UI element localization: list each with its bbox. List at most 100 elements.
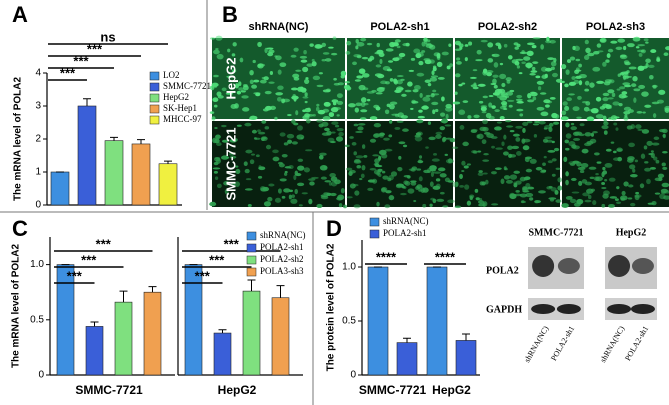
- cell-spot: [499, 73, 507, 80]
- cell-spot: [429, 165, 437, 171]
- panel-letter: D: [326, 216, 342, 241]
- legend-swatch: [149, 93, 160, 103]
- cell-spot: [375, 106, 381, 111]
- cell-spot: [417, 160, 424, 164]
- cell-spot: [481, 139, 487, 145]
- cell-spot: [334, 179, 341, 185]
- cell-spot: [213, 74, 219, 78]
- cell-spot: [416, 184, 423, 190]
- cell-spot: [279, 132, 286, 137]
- cell-spot: [467, 115, 472, 119]
- cell-spot: [604, 79, 612, 83]
- cell-spot: [312, 75, 321, 81]
- cell-spot: [286, 133, 295, 139]
- cell-spot: [209, 111, 215, 114]
- blot-band: [608, 255, 631, 277]
- cell-spot: [369, 116, 378, 120]
- cell-spot: [572, 106, 580, 112]
- cell-spot: [385, 48, 394, 52]
- cell-spot: [547, 150, 556, 153]
- cell-spot: [527, 93, 532, 99]
- cell-spot: [503, 175, 511, 180]
- cell-spot: [458, 43, 464, 48]
- cell-spot: [516, 94, 523, 99]
- cell-spot: [463, 165, 469, 169]
- cell-spot: [274, 197, 282, 203]
- cell-spot: [276, 96, 282, 102]
- cell-spot: [287, 113, 292, 117]
- cell-spot: [565, 133, 572, 139]
- error-bar: [247, 279, 256, 292]
- cell-spot: [562, 101, 568, 106]
- cell-spot: [415, 132, 422, 136]
- cell-spot: [411, 100, 419, 104]
- cell-spot: [657, 173, 665, 179]
- cell-spot: [602, 92, 610, 97]
- cell-spot: [389, 41, 396, 48]
- cell-spot: [530, 70, 538, 73]
- cell-spot: [384, 109, 390, 115]
- cell-spot: [472, 69, 478, 72]
- lane-label: POLA2-sh1: [549, 324, 576, 362]
- cell-spot: [258, 131, 266, 135]
- y-tick-label: 0.5: [342, 316, 356, 327]
- cell-spot: [432, 109, 436, 115]
- cell-spot: [318, 72, 323, 75]
- cell-spot: [407, 81, 413, 87]
- cell-spot: [292, 73, 300, 79]
- cell-spot: [663, 195, 669, 200]
- cell-spot: [640, 153, 646, 159]
- cell-spot: [607, 48, 614, 53]
- cell-spot: [579, 123, 585, 127]
- cell-spot: [608, 104, 612, 109]
- cell-spot: [336, 100, 344, 105]
- cell-spot: [369, 138, 377, 143]
- cell-spot: [413, 48, 421, 54]
- bar: [242, 290, 261, 376]
- cell-spot: [580, 163, 589, 168]
- cell-spot: [605, 59, 610, 63]
- bar: [114, 301, 133, 376]
- cell-spot: [602, 97, 609, 102]
- cell-spot: [430, 75, 439, 78]
- cell-spot: [422, 96, 431, 102]
- significance-label: ***: [73, 53, 89, 68]
- cell-spot: [366, 91, 375, 94]
- cell-spot: [366, 42, 373, 46]
- cell-spot: [338, 203, 343, 208]
- cell-spot: [414, 135, 423, 142]
- cell-spot: [445, 106, 453, 112]
- cell-spot: [639, 183, 645, 189]
- error-bar: [276, 285, 285, 298]
- cell-spot: [466, 200, 472, 206]
- cell-spot: [355, 155, 364, 159]
- cell-spot: [584, 54, 590, 61]
- cell-spot: [610, 40, 618, 44]
- cell-spot: [551, 72, 558, 78]
- cell-spot: [265, 105, 272, 111]
- cell-spot: [328, 181, 332, 186]
- cell-spot: [505, 77, 512, 82]
- cell-spot: [305, 118, 311, 124]
- cell-spot: [525, 192, 534, 198]
- cell-spot: [213, 49, 220, 55]
- cell-spot: [277, 85, 284, 90]
- cell-spot: [281, 154, 288, 158]
- cell-spot: [398, 141, 406, 145]
- blot-band: [532, 255, 555, 277]
- cell-spot: [396, 45, 401, 49]
- cell-spot: [214, 138, 220, 144]
- cell-spot: [615, 127, 619, 131]
- cell-spot: [367, 187, 374, 192]
- cell-spot: [629, 173, 638, 178]
- significance-label: ***: [224, 236, 240, 251]
- cell-spot: [509, 154, 517, 158]
- cell-spot: [376, 42, 380, 48]
- cell-spot: [470, 84, 478, 88]
- cell-spot: [223, 181, 230, 186]
- cell-spot: [374, 73, 383, 77]
- cell-spot: [356, 75, 364, 79]
- cell-spot: [334, 124, 340, 128]
- cell-spot: [499, 115, 505, 120]
- cell-spot: [589, 176, 595, 179]
